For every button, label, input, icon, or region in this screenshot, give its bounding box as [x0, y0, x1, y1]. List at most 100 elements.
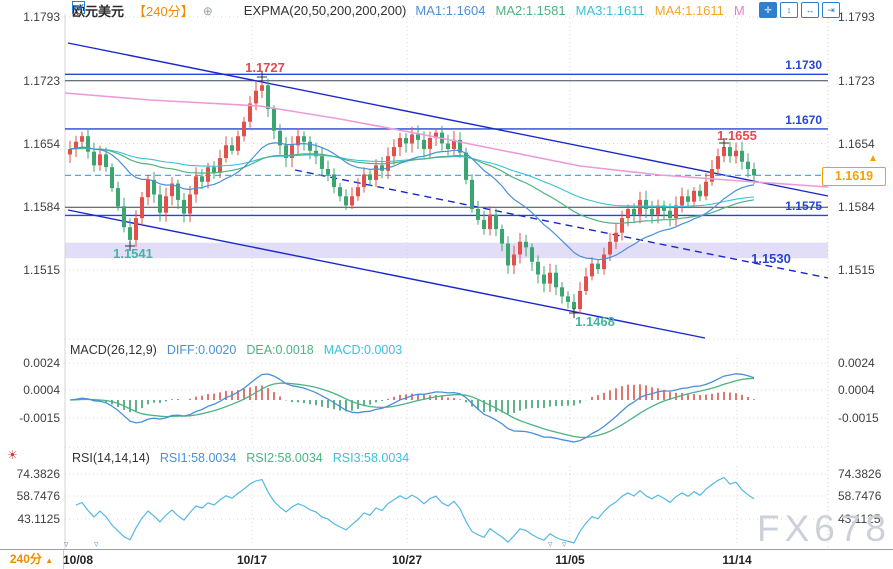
candle-body: [182, 199, 186, 214]
rsi-line: [75, 476, 755, 544]
macd-axis-label: -0.0015: [19, 411, 60, 425]
watermark: FX678: [757, 508, 892, 549]
ma-value-label: MA1:1.1604: [415, 3, 486, 18]
settings-sun-icon[interactable]: ☀: [7, 448, 18, 462]
event-marker-icon[interactable]: ▿: [94, 539, 99, 549]
macd-diff-line: [69, 373, 755, 443]
candle-body: [494, 214, 498, 230]
level-label: 1.1670: [785, 112, 822, 127]
period-box[interactable]: 240分 ▲: [0, 550, 64, 569]
candle-body: [536, 261, 540, 275]
level-label: 1.1575: [785, 199, 822, 214]
candle-body: [416, 134, 420, 140]
candle-body: [656, 205, 660, 215]
rsi-axis-label: 43.1125: [17, 512, 61, 526]
horizontal-scale-icon[interactable]: ↔: [801, 2, 819, 18]
candle-body: [746, 161, 750, 169]
candle-body: [476, 209, 480, 220]
macd-layer: [75, 384, 755, 414]
indicator-chart-icon: [72, 1, 235, 17]
candle-body: [212, 167, 216, 173]
y-axis-label: 1.1793: [838, 10, 875, 24]
candle-body: [140, 197, 144, 219]
candle-body: [464, 152, 468, 180]
candle-body: [230, 145, 234, 151]
candle-body: [488, 214, 492, 230]
x-axis-date-label: 10/08: [62, 553, 94, 567]
candle-body: [224, 145, 228, 158]
trendline-dashed: [294, 169, 829, 279]
candle-body: [740, 150, 744, 162]
candle-body: [524, 241, 528, 248]
candle-body: [116, 188, 120, 207]
candle-body: [338, 187, 342, 197]
candle-body: [584, 276, 588, 291]
x-axis-date-label: 10/27: [391, 553, 423, 567]
candle-body: [674, 205, 678, 219]
add-indicator-icon[interactable]: ⊕: [202, 3, 213, 18]
candle-body: [392, 147, 396, 157]
period-box-arrow-icon: ▲: [45, 556, 54, 565]
rsi-title: RSI(14,14,14): [72, 451, 150, 465]
candle-body: [332, 174, 336, 188]
candle-body: [368, 174, 372, 180]
y-axis-label: 1.1723: [23, 73, 60, 88]
latest-bar-icon[interactable]: ⇥: [822, 2, 840, 18]
pan-move-icon[interactable]: ✛: [759, 2, 777, 18]
ma-value-label: MA4:1.1611: [654, 3, 724, 18]
candle-body: [350, 196, 354, 206]
candle-body: [608, 241, 612, 255]
y-axis-label: 1.1584: [23, 200, 60, 215]
candle-body: [152, 179, 156, 195]
candle-body: [518, 241, 522, 255]
candle-body: [260, 85, 264, 91]
rsi-axis-label: 58.7476: [16, 489, 60, 503]
time-axis: 240分 ▲ 10/08 10/17 10/27 11/05 11/14: [0, 549, 893, 569]
candle-body: [686, 196, 690, 202]
y-axis-label: 1.1793: [23, 10, 60, 24]
candle-body: [92, 151, 96, 166]
candle-body: [200, 176, 204, 182]
candle-body: [356, 187, 360, 197]
candle-body: [104, 154, 108, 168]
candle-body: [722, 147, 726, 157]
y-axis-label: 1.1654: [23, 136, 60, 151]
ma-cyan-line: [69, 147, 755, 208]
vertical-scale-icon[interactable]: ↕: [780, 2, 798, 18]
macd-title: MACD(26,12,9): [70, 343, 157, 357]
candle-body: [434, 132, 438, 139]
candle-body: [302, 136, 306, 142]
candle-body: [284, 145, 288, 158]
x-axis-date-label: 11/05: [555, 553, 585, 567]
indicator-value-label: RSI1:58.0034: [159, 451, 237, 465]
candle-body: [278, 130, 282, 146]
period-selector[interactable]: 【240分】: [133, 4, 194, 19]
indicator-value-label: MACD:0.0003: [323, 343, 403, 357]
rsi-axis-label: 58.7476: [838, 489, 882, 503]
rsi-axis-label: 43.1125: [838, 512, 881, 526]
chart-toolbar: ✛ ↕ ↔ ⇥: [759, 2, 840, 18]
candle-body: [242, 121, 246, 137]
symbol-title: 欧元美元: [72, 4, 125, 19]
candle-body: [512, 254, 516, 266]
candle-body: [692, 190, 696, 202]
candle-body: [596, 263, 600, 270]
macd-axis-label: 0.0004: [838, 383, 875, 397]
trendline: [67, 42, 829, 197]
rsi-axis-label: 74.3826: [16, 467, 60, 481]
price-up-arrow-icon: ▲: [868, 153, 878, 164]
ma-values: MA1:1.1604 MA2:1.1581 MA3:1.1611 MA4:1.1611…: [415, 3, 744, 18]
event-marker-icon[interactable]: ▿: [562, 539, 567, 549]
event-marker-icon[interactable]: ▿: [548, 539, 553, 549]
candle-body: [602, 254, 606, 270]
candle-body: [428, 138, 432, 149]
candle-body: [320, 156, 324, 169]
event-marker-icon[interactable]: ▿: [64, 539, 69, 549]
x-axis-date-label: 11/14: [722, 553, 752, 567]
candle-body: [500, 229, 504, 244]
support-band: [65, 242, 828, 259]
price-annotation: 1.1541: [113, 246, 153, 261]
macd-axis-label: -0.0015: [838, 411, 879, 425]
candle-body: [638, 199, 642, 215]
